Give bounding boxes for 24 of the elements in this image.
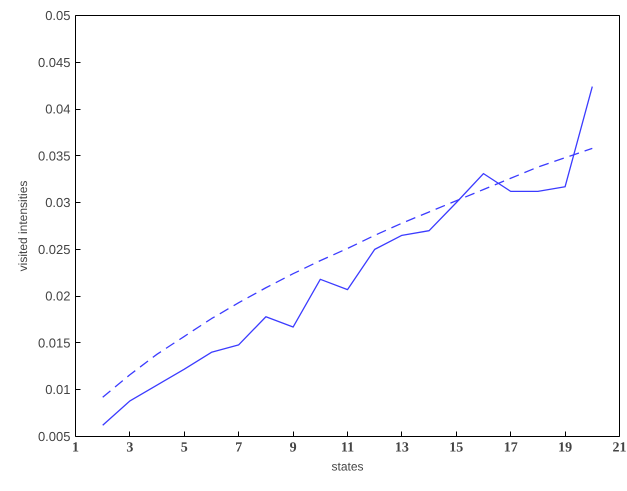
x-tick-label: 21 (612, 440, 626, 456)
x-tick-label: 3 (126, 440, 134, 456)
y-tick-label: 0.05 (45, 8, 71, 23)
x-tick-label: 11 (340, 440, 354, 456)
x-tick-label: 15 (449, 440, 464, 456)
y-tick-label: 0.015 (38, 335, 71, 350)
x-axis-title: states (331, 460, 364, 474)
y-tick-label: 0.03 (45, 195, 71, 210)
y-tick-label: 0.005 (38, 429, 71, 444)
x-tick-label: 7 (235, 440, 242, 456)
y-tick-label: 0.01 (45, 382, 71, 398)
y-tick-label: 0.045 (38, 54, 71, 70)
y-tick-label: 0.035 (38, 148, 71, 164)
x-tick-label: 9 (290, 440, 297, 456)
y-tick-label: 0.04 (45, 102, 71, 117)
x-tick-label: 5 (180, 440, 188, 456)
x-tick-label: 19 (558, 440, 572, 456)
x-tick-label: 13 (394, 440, 409, 456)
x-tick-label: 1 (72, 440, 79, 456)
line-series (102, 86, 593, 426)
y-tick-label: 0.02 (45, 288, 71, 304)
y-axis-title: visited intensities (16, 180, 30, 272)
y-tick-label: 0.025 (38, 242, 71, 257)
x-tick-label: 17 (504, 440, 518, 456)
